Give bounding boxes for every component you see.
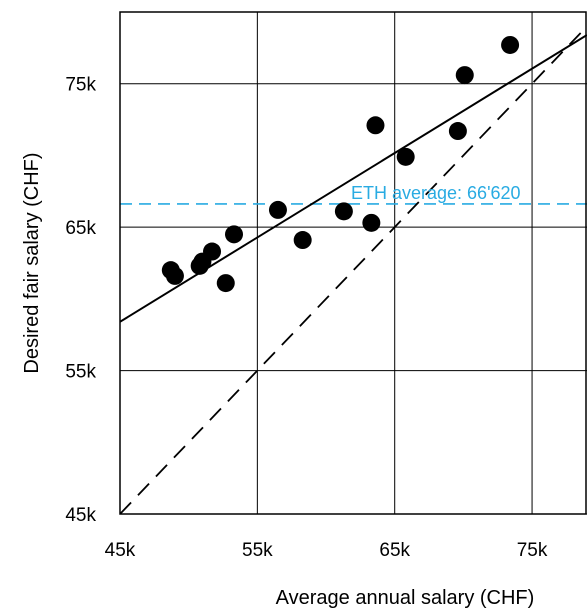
- x-tick-label-1: 55k: [242, 540, 273, 561]
- x-axis-label: Average annual salary (CHF): [276, 587, 535, 609]
- identity-line: [120, 25, 587, 514]
- eth-average-annotation: ETH average: 66'620: [351, 183, 521, 203]
- data-point-15: [501, 35, 520, 54]
- data-point-11: [366, 116, 385, 135]
- reference-lines: [120, 25, 587, 514]
- data-points: [161, 35, 520, 293]
- x-tick-label-2: 65k: [379, 540, 410, 561]
- tick-labels: 45k 55k 65k 75k 45k 55k 65k 75k: [65, 75, 548, 561]
- data-point-9: [334, 202, 353, 221]
- fit-line: [120, 34, 587, 323]
- data-point-7: [268, 200, 287, 219]
- data-point-14: [455, 66, 474, 85]
- data-point-10: [362, 213, 381, 232]
- x-tick-label-3: 75k: [517, 540, 548, 561]
- x-tick-label-0: 45k: [105, 540, 136, 561]
- grid: [119, 12, 587, 515]
- data-point-8: [293, 231, 312, 250]
- data-point-6: [225, 225, 244, 244]
- data-point-1: [165, 266, 184, 285]
- data-point-5: [216, 274, 235, 293]
- y-tick-label-1: 55k: [65, 362, 96, 383]
- y-tick-label-3: 75k: [65, 75, 96, 96]
- plot-frame: [119, 11, 587, 515]
- data-point-4: [203, 242, 222, 261]
- y-axis-label: Desired fair salary (CHF): [21, 152, 43, 373]
- data-point-13: [448, 122, 467, 141]
- data-point-12: [396, 147, 415, 166]
- y-tick-label-2: 65k: [65, 218, 96, 239]
- y-tick-label-0: 45k: [65, 505, 96, 526]
